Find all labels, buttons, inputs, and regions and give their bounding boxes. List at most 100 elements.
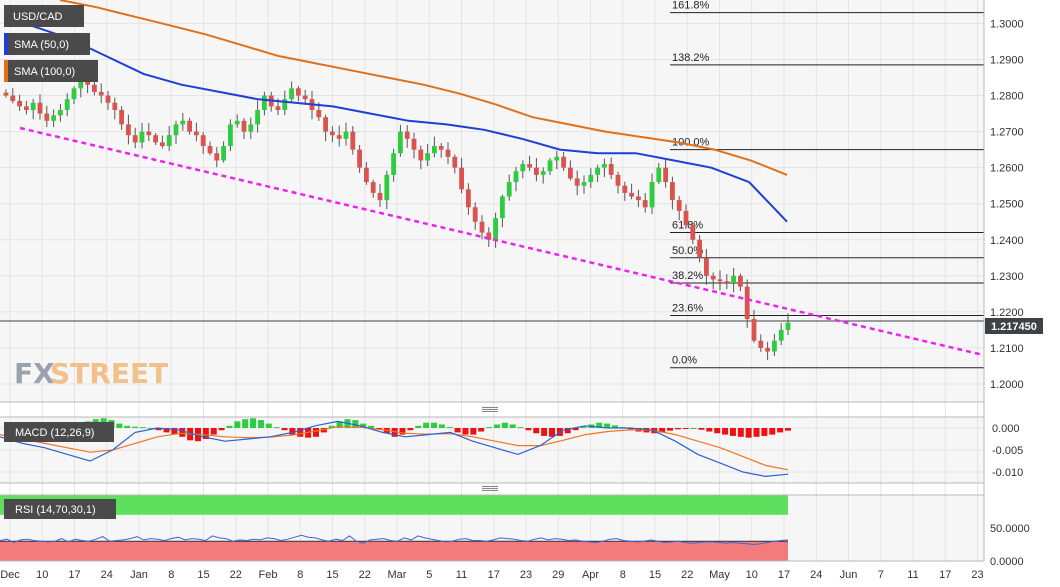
candle-body [275, 106, 281, 110]
candle-body [472, 207, 478, 222]
legend-sma100[interactable]: SMA (100,0) [4, 60, 98, 82]
macd-histogram-bar [297, 428, 304, 437]
macd-tick-label: -0.010 [992, 467, 1023, 479]
macd-histogram-bar [391, 428, 398, 437]
time-tick-label: May [709, 569, 730, 581]
macd-histogram-bar [446, 427, 453, 429]
macd-histogram-bar [163, 428, 170, 433]
candle-body [92, 84, 97, 92]
candle-body [132, 135, 138, 143]
macd-histogram-bar [533, 428, 540, 434]
candle-body [343, 131, 349, 139]
price-tick-label: 1.2400 [990, 235, 1024, 247]
time-tick-label: 17 [778, 569, 790, 581]
macd-histogram-bar [281, 428, 288, 431]
time-tick-label: 7 [878, 569, 884, 581]
macd-histogram-bar [147, 428, 154, 429]
candle-body [534, 167, 539, 175]
candle-body [262, 95, 267, 110]
macd-histogram-bar [336, 421, 343, 428]
candle-body [323, 117, 328, 132]
macd-histogram-bar [368, 425, 375, 428]
macd-histogram-bar [769, 428, 776, 435]
candle-body [452, 156, 458, 168]
time-tick-label: 15 [197, 569, 209, 581]
candle-body [180, 120, 186, 125]
macd-histogram-bar [116, 423, 123, 428]
time-tick-label: 17 [68, 569, 80, 581]
macd-histogram-bar [234, 421, 241, 428]
time-tick-label: Jun [840, 569, 858, 581]
candle-body [214, 153, 220, 161]
macd-histogram-bar [627, 428, 634, 430]
candle-body [296, 88, 301, 96]
candle-body [520, 164, 526, 172]
candle-body [663, 167, 668, 183]
macd-histogram-bar [667, 428, 673, 431]
price-tick-label: 1.2600 [990, 163, 1024, 175]
price-tick-label: 1.2900 [990, 54, 1024, 66]
candle-body [357, 149, 362, 168]
macd-histogram-bar [580, 426, 587, 428]
candle-body [58, 109, 63, 116]
price-tick-label: 1.2200 [990, 307, 1024, 319]
candle-body [105, 95, 111, 103]
candle-body [785, 322, 791, 330]
svg-text:SMA (50,0): SMA (50,0) [14, 39, 69, 51]
candle-body [364, 167, 369, 183]
time-tick-label: Feb [259, 569, 278, 581]
legend-sma50[interactable]: SMA (50,0) [4, 33, 90, 55]
macd-histogram-bar [139, 427, 146, 429]
legend-rsi[interactable]: RSI (14,70,30,1) [4, 499, 116, 519]
time-tick-label: 15 [326, 569, 338, 581]
candle-body [255, 109, 260, 125]
time-tick-label: 24 [810, 569, 822, 581]
candle-body [500, 196, 505, 219]
candle-body [316, 109, 322, 118]
rsi-tick-label: 0.0000 [990, 556, 1024, 568]
time-tick-label: 22 [230, 569, 242, 581]
legend-macd[interactable]: MACD (12,26,9) [4, 422, 114, 442]
candle-body [486, 232, 492, 240]
candle-body [153, 135, 158, 143]
macd-histogram-bar [265, 423, 272, 428]
macd-histogram-bar [257, 420, 264, 428]
candle-body [30, 102, 36, 110]
candle-body [697, 239, 702, 258]
time-tick-label: 8 [620, 569, 626, 581]
candle-body [615, 174, 621, 186]
macd-histogram-bar [360, 423, 367, 428]
candle-body [656, 167, 662, 183]
time-tick-label: 11 [907, 569, 918, 581]
candle-body [187, 120, 192, 132]
candle-body [207, 146, 213, 154]
time-tick-label: 5 [426, 569, 432, 581]
time-tick-label: 24 [101, 569, 113, 581]
macd-histogram-bar [375, 428, 382, 430]
candle-body [37, 102, 43, 114]
rsi-overbought-zone [0, 495, 788, 515]
macd-histogram-bar [320, 428, 327, 433]
candle-body [704, 257, 709, 276]
last-price-label: 1.217450 [985, 318, 1043, 334]
candle-body [690, 225, 696, 240]
candle-body [78, 77, 84, 89]
macd-histogram-bar [478, 428, 485, 432]
macd-histogram-bar [698, 428, 705, 430]
macd-histogram-bar [690, 428, 697, 429]
candle-body [98, 91, 104, 96]
candle-body [561, 156, 566, 168]
macd-resize-handle[interactable] [481, 406, 499, 412]
candle-body [404, 131, 410, 139]
svg-text:STREET: STREET [50, 357, 168, 390]
candle-body [642, 200, 648, 208]
macd-histogram-bar [572, 428, 579, 431]
rsi-resize-handle[interactable] [481, 485, 499, 491]
macd-histogram-bar [352, 420, 359, 428]
fib-level-label: 138.2% [672, 52, 710, 64]
legend-usdcad[interactable]: USD/CAD [4, 5, 84, 27]
time-tick-label: 17 [939, 569, 951, 581]
candle-body [724, 281, 730, 284]
price-tick-label: 1.2300 [990, 271, 1024, 283]
